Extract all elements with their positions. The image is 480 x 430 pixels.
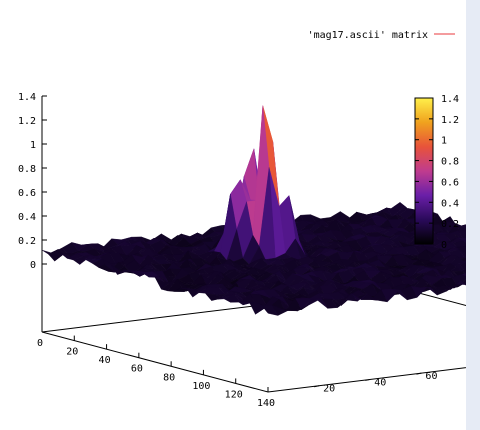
colorbar-tick-label: 1.4 (441, 94, 459, 105)
colorbar-tick-label: 0.2 (441, 219, 459, 230)
y-tick (416, 372, 422, 375)
x-tick-label: 40 (99, 355, 111, 366)
surface-plot: 'mag17.ascii' matrix 0 0.2 0.4 0.6 0.8 1 1.2 1.… (18, 30, 466, 409)
colorbar-tick-label: 0.8 (441, 157, 459, 168)
surface (41, 105, 466, 316)
x-tick-label: 0 (37, 338, 43, 349)
y-tick (365, 378, 371, 381)
x-tick-label: 140 (257, 398, 275, 409)
colorbar-tick-label: 1 (441, 136, 447, 147)
colorbar-tick-label: 0.6 (441, 177, 459, 188)
colorbar-tick-label: 1.2 (441, 115, 459, 126)
x-axis: 0 20 40 60 80 100 120 140 (37, 327, 275, 409)
surface-facet (462, 251, 466, 255)
legend-label: 'mag17.ascii' matrix (308, 30, 428, 41)
x-tick-label: 80 (163, 372, 175, 383)
y-tick-label: 40 (374, 377, 386, 388)
z-tick-label: 1.2 (18, 116, 36, 127)
z-tick-label: 0.8 (18, 164, 36, 175)
z-tick-label: 0.2 (18, 236, 36, 247)
legend: 'mag17.ascii' matrix (308, 30, 455, 41)
z-axis: 0 0.2 0.4 0.6 0.8 1 1.2 1.4 (18, 92, 47, 271)
x-tick-label: 100 (192, 381, 210, 392)
colorbar: 0 0.2 0.4 0.6 0.8 1 1.2 1.4 (414, 94, 459, 251)
surface-facet (462, 269, 466, 275)
x-tick-label: 60 (131, 364, 143, 375)
y-tick (314, 385, 320, 388)
colorbar-tick-label: 0 (441, 240, 447, 251)
z-tick-label: 1 (30, 140, 36, 151)
surface-facet (261, 304, 279, 316)
x-tick-label: 20 (66, 347, 78, 358)
y-tick-label: 60 (425, 371, 437, 382)
scrollbar[interactable] (466, 0, 480, 430)
colorbar-tick-label: 0.4 (441, 198, 459, 209)
x-tick-label: 120 (225, 389, 243, 400)
z-tick-label: 0.4 (18, 212, 36, 223)
z-tick-label: 1.4 (18, 92, 36, 103)
colorbar-rect (414, 97, 434, 245)
z-tick-label: 0 (30, 260, 36, 271)
y-tick-label: 20 (323, 384, 335, 395)
z-tick-label: 0.6 (18, 188, 36, 199)
